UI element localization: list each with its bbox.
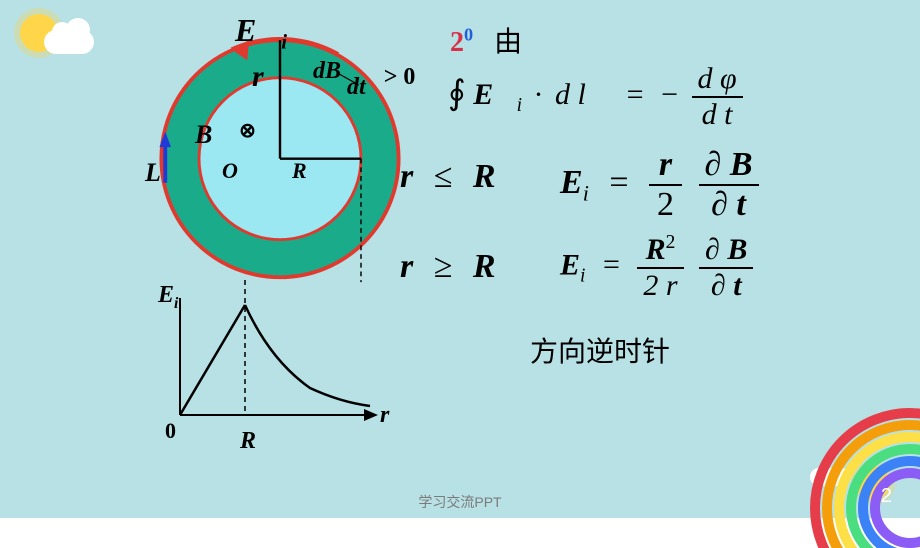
page-number: 2 bbox=[881, 485, 892, 508]
eq-Ei-inside: Ei = r 2 ∂ B ∂ t bbox=[560, 146, 759, 224]
graph-ylabel: Ei bbox=[158, 282, 178, 313]
eq-oint: ∮ E⃗i · d l⃗ = − d φ d t bbox=[448, 62, 743, 132]
label-O: O bbox=[222, 158, 238, 184]
label-L: L bbox=[145, 158, 161, 188]
ei-vs-r-graph bbox=[150, 280, 410, 470]
eq-Ei-outside: Ei = R2 2 r ∂ B ∂ t bbox=[560, 232, 753, 303]
graph-R-tick: R bbox=[240, 428, 256, 455]
cond-r-le-R: r ≤ R bbox=[400, 158, 496, 196]
text-zero: 0 bbox=[464, 25, 473, 45]
rainbow-icon bbox=[790, 388, 920, 548]
label-B-vector: B⃗ ⊗ bbox=[195, 120, 256, 150]
text-two: 2 bbox=[450, 27, 464, 58]
label-dBdt: dB ∕ dt > 0 bbox=[313, 58, 415, 85]
cond-r-ge-R: r ≥ R bbox=[400, 248, 496, 286]
direction-label: 方向逆时针 bbox=[530, 330, 670, 370]
graph-origin: 0 bbox=[165, 418, 176, 444]
label-r: r bbox=[252, 60, 264, 94]
graph-xlabel: r bbox=[380, 402, 389, 429]
field-circle-diagram bbox=[130, 14, 430, 284]
cloud-icon bbox=[44, 30, 94, 54]
footer-text: 学习交流PPT bbox=[0, 492, 920, 512]
label-R-inner: R bbox=[292, 158, 307, 184]
label-Ei-vector: E⃗i bbox=[235, 12, 287, 54]
heading-2-you: 20 由 bbox=[450, 20, 522, 60]
